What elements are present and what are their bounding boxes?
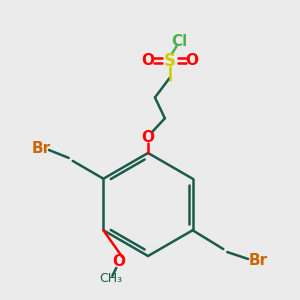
- Text: CH₃: CH₃: [99, 272, 122, 285]
- Text: O: O: [142, 53, 154, 68]
- Text: O: O: [185, 53, 198, 68]
- Text: Br: Br: [32, 140, 51, 155]
- Text: S: S: [164, 52, 176, 70]
- Text: O: O: [112, 254, 125, 269]
- Text: O: O: [142, 130, 154, 145]
- Text: Cl: Cl: [172, 34, 188, 49]
- Text: Br: Br: [248, 254, 268, 268]
